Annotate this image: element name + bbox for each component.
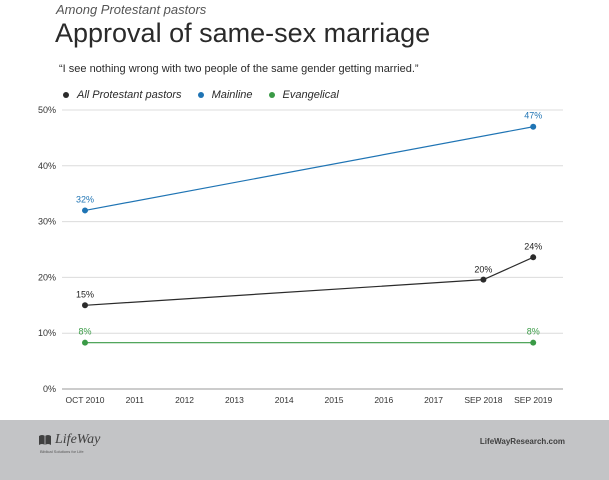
- data-point-all: [530, 254, 537, 261]
- x-tick-label: 2016: [374, 395, 393, 405]
- legend-item-evangelical: Evangelical: [268, 89, 339, 101]
- lifeway-logo: LifeWay: [38, 432, 100, 448]
- x-tick-label: 2012: [175, 395, 194, 405]
- data-point-mainline: [530, 123, 537, 130]
- y-tick-label: 50%: [38, 105, 56, 115]
- data-label-mainline: 32%: [76, 194, 94, 204]
- data-point-all: [82, 302, 88, 309]
- y-tick-label: 0%: [43, 384, 56, 394]
- x-tick-label: 2017: [424, 395, 443, 405]
- x-tick-label: SEP 2019: [514, 395, 552, 405]
- data-point-mainline: [82, 207, 88, 214]
- data-label-mainline: 47%: [524, 111, 542, 121]
- y-tick-label: 40%: [38, 161, 56, 171]
- chart-kicker: Among Protestant pastors: [56, 2, 207, 17]
- y-tick-label: 30%: [38, 217, 56, 227]
- series-line-all: [84, 256, 534, 306]
- data-point-evangelical: [530, 339, 537, 346]
- x-tick-label: OCT 2010: [65, 395, 104, 405]
- y-tick-label: 20%: [38, 272, 56, 282]
- logo-text: LifeWay: [55, 432, 101, 447]
- legend: All Protestant pastors Mainline Evangeli…: [63, 89, 355, 101]
- legend-marker-all: [63, 92, 69, 98]
- data-label-all: 24%: [524, 241, 542, 251]
- data-point-evangelical: [82, 339, 88, 346]
- book-icon: [39, 435, 51, 445]
- data-point-all: [480, 276, 487, 283]
- data-label-evangelical: 8%: [527, 327, 540, 337]
- legend-item-all: All Protestant pastors: [63, 89, 182, 101]
- legend-marker-mainline: [197, 92, 204, 98]
- x-tick-label: 2011: [126, 395, 145, 405]
- legend-label-evangelical: Evangelical: [282, 89, 339, 101]
- line-chart: 0% 10% 20% 30% 40% 50% OCT 2010 2011 2012 2013 201…: [38, 105, 563, 405]
- data-label-all: 20%: [474, 265, 492, 275]
- footer: LifeWay Biblical Solutions for Life Life…: [0, 420, 609, 480]
- legend-item-mainline: Mainline: [197, 89, 253, 101]
- x-tick-label: SEP 2018: [464, 395, 502, 405]
- x-tick-label: 2014: [275, 395, 294, 405]
- website-link[interactable]: LifeWayResearch.com: [479, 437, 565, 446]
- logo-tagline: Biblical Solutions for Life: [40, 449, 84, 454]
- legend-label-all: All Protestant pastors: [77, 89, 182, 101]
- survey-question: “I see nothing wrong with two people of …: [59, 63, 419, 75]
- legend-label-mainline: Mainline: [211, 89, 253, 101]
- legend-marker-evangelical: [268, 92, 275, 98]
- y-tick-label: 10%: [38, 328, 56, 338]
- chart-title: Approval of same-sex marriage: [55, 18, 431, 48]
- data-label-evangelical: 8%: [78, 327, 91, 337]
- data-label-all: 15%: [76, 289, 94, 299]
- series-line-mainline: [84, 126, 534, 212]
- x-tick-label: 2013: [225, 395, 244, 405]
- x-tick-label: 2015: [325, 395, 344, 405]
